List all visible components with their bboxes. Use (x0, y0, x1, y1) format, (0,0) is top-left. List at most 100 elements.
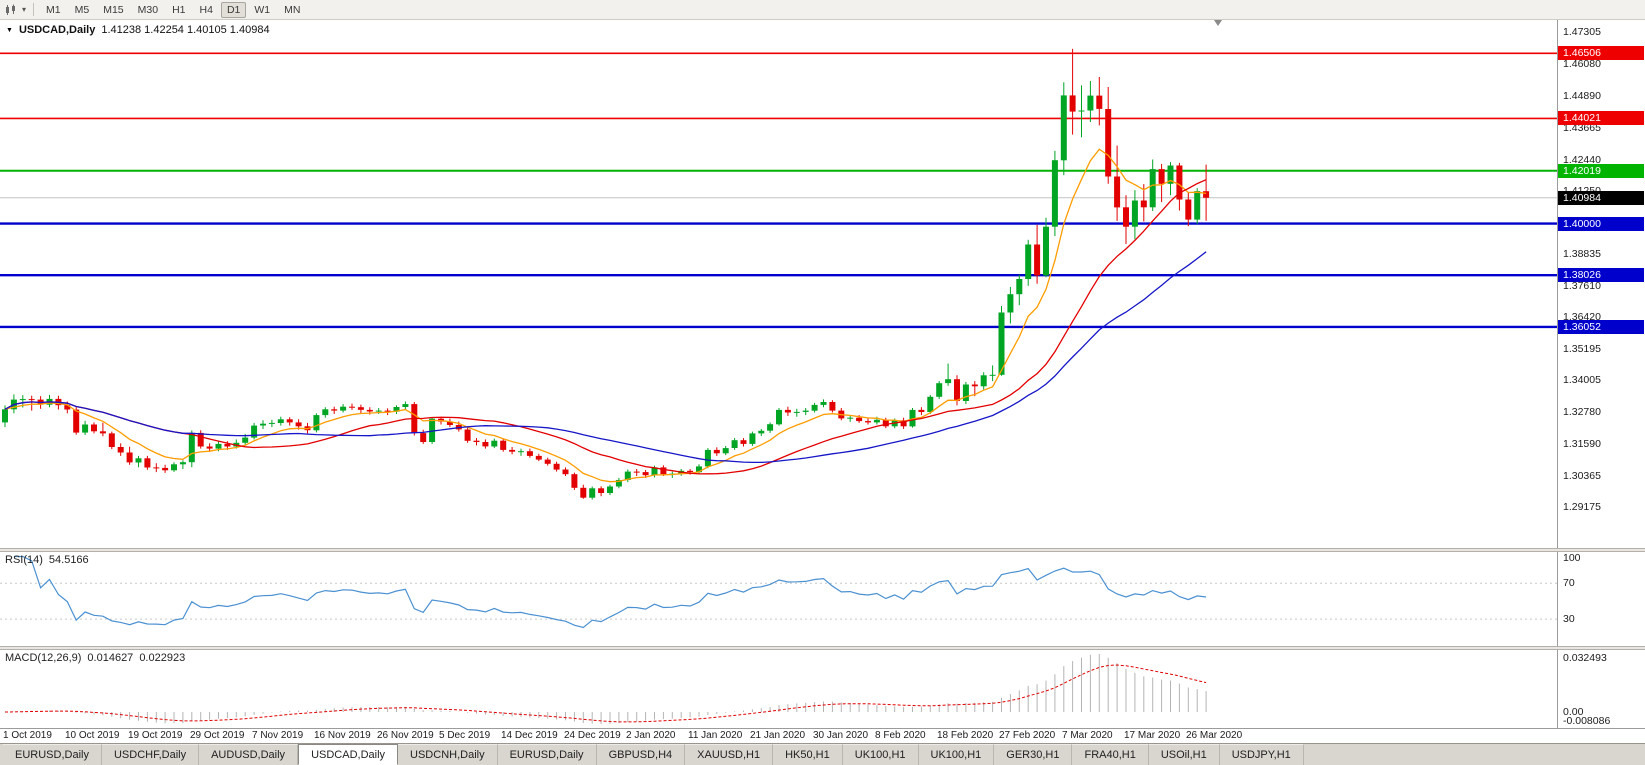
price-axis[interactable]: 1.473051.460801.448901.436651.424401.412… (1557, 20, 1644, 548)
panel-separator[interactable] (0, 548, 1645, 552)
chart-tabs-bar: EURUSD,Daily USDCHF,Daily AUDUSD,Daily U… (0, 743, 1645, 765)
ma-medium-line (4, 179, 1207, 475)
price-tick-label: 1.43665 (1563, 122, 1601, 134)
date-tick-label: 1 Oct 2019 (3, 730, 52, 741)
price-level-badge: 1.44021 (1558, 111, 1644, 125)
price-tick-label: 1.46080 (1563, 58, 1601, 70)
chart-tab[interactable]: AUDUSD,Daily (199, 744, 299, 765)
main-chart-panel: ▼ USDCAD,Daily 1.41238 1.42254 1.40105 1… (0, 20, 1645, 548)
date-tick-label: 26 Mar 2020 (1186, 730, 1243, 741)
rsi-line (13, 555, 1207, 629)
macd-tick-label: -0.008086 (1563, 715, 1611, 727)
main-chart-plot[interactable]: ▼ USDCAD,Daily 1.41238 1.42254 1.40105 1… (0, 20, 1557, 548)
rsi-canvas (0, 555, 1557, 629)
date-tick-label: 14 Dec 2019 (501, 730, 558, 741)
date-tick-label: 21 Jan 2020 (750, 730, 806, 741)
rsi-value: 54.5166 (48, 554, 89, 566)
timeframe-mn-button[interactable]: MN (278, 2, 306, 18)
panel-separator[interactable] (0, 646, 1645, 650)
chart-title: ▼ USDCAD,Daily 1.41238 1.42254 1.40105 1… (6, 24, 270, 36)
price-tick-label: 1.42440 (1563, 154, 1601, 166)
date-tick-label: 2 Jan 2020 (626, 730, 676, 741)
main-chart-canvas (0, 48, 1557, 500)
date-tick-label: 17 Mar 2020 (1124, 730, 1181, 741)
chart-type-caret-icon[interactable]: ▾ (22, 5, 27, 14)
price-tick-label: 1.44890 (1563, 90, 1601, 102)
rsi-plot[interactable]: RSI(14) 54.5166 (0, 552, 1557, 646)
time-axis[interactable]: 1 Oct 2019 10 Oct 2019 19 Oct 2019 29 Oct 2… (0, 728, 1645, 743)
rsi-label: RSI(14) 54.5166 (5, 554, 89, 566)
price-tick-label: 1.34005 (1563, 374, 1601, 386)
date-tick-label: 27 Feb 2020 (999, 730, 1056, 741)
price-level-badge: 1.40000 (1558, 217, 1644, 231)
chart-tab[interactable]: UK100,H1 (918, 744, 995, 765)
price-tick-label: 1.47305 (1563, 26, 1601, 38)
chart-tab[interactable]: USDCNH,Daily (398, 744, 498, 765)
timeframe-d1-button[interactable]: D1 (220, 1, 247, 18)
chart-ohlc-values: 1.41238 1.42254 1.40105 1.40984 (101, 24, 270, 36)
chart-tab[interactable]: UK100,H1 (842, 744, 919, 765)
macd-signal-line (4, 664, 1207, 723)
macd-tick-label: 0.00 (1563, 706, 1584, 718)
timeframe-w1-button[interactable]: W1 (248, 2, 276, 18)
date-tick-label: 18 Feb 2020 (937, 730, 994, 741)
rsi-tick-label: 100 (1563, 552, 1581, 564)
date-tick-label: 8 Feb 2020 (875, 730, 926, 741)
price-tick-label: 1.38835 (1563, 248, 1601, 260)
timeframe-m5-button[interactable]: M5 (69, 2, 96, 18)
title-arrow-icon: ▼ (6, 26, 13, 34)
macd-main-value: 0.014627 (87, 652, 134, 664)
chart-tab[interactable]: EURUSD,Daily (3, 744, 102, 765)
chart-tab[interactable]: USDJPY,H1 (1219, 744, 1304, 765)
chart-tab[interactable]: GBPUSD,H4 (596, 744, 686, 765)
chart-shift-marker[interactable] (1214, 20, 1222, 26)
macd-signal-value: 0.022923 (139, 652, 186, 664)
chart-tab[interactable]: HK50,H1 (773, 744, 843, 765)
date-tick-label: 19 Oct 2019 (128, 730, 183, 741)
toolbar-separator (33, 3, 35, 16)
macd-canvas (4, 654, 1207, 724)
rsi-panel: RSI(14) 54.5166 100 70 30 (0, 552, 1645, 646)
chart-tab[interactable]: EURUSD,Daily (497, 744, 597, 765)
timeframe-m15-button[interactable]: M15 (97, 2, 129, 18)
price-tick-label: 1.29175 (1563, 501, 1601, 513)
ma-fast-line (4, 148, 1207, 483)
chart-tab[interactable]: GER30,H1 (994, 744, 1073, 765)
candlestick-glyph (6, 4, 15, 15)
date-tick-label: 7 Nov 2019 (252, 730, 304, 741)
date-tick-label: 7 Mar 2020 (1062, 730, 1113, 741)
timeframe-m1-button[interactable]: M1 (40, 2, 67, 18)
macd-axis[interactable]: 0.032493 0.00 -0.008086 (1557, 650, 1644, 728)
chart-type-icon[interactable] (4, 4, 18, 16)
price-tick-label: 1.32780 (1563, 406, 1601, 418)
date-tick-label: 10 Oct 2019 (65, 730, 120, 741)
macd-label: MACD(12,26,9) 0.014627 0.022923 (5, 652, 185, 664)
date-tick-label: 16 Nov 2019 (314, 730, 371, 741)
date-tick-label: 5 Dec 2019 (439, 730, 491, 741)
timeframe-m30-button[interactable]: M30 (132, 2, 164, 18)
date-tick-label: 26 Nov 2019 (377, 730, 434, 741)
macd-plot[interactable]: MACD(12,26,9) 0.014627 0.022923 (0, 650, 1557, 728)
price-tick-label: 1.35195 (1563, 343, 1601, 355)
rsi-tick-label: 70 (1563, 577, 1575, 589)
macd-name: MACD(12,26,9) (5, 652, 82, 664)
chart-tab[interactable]: FRA40,H1 (1072, 744, 1149, 765)
rsi-name: RSI(14) (5, 554, 43, 566)
chart-tab[interactable]: USDCAD,Daily (298, 744, 399, 765)
rsi-axis[interactable]: 100 70 30 (1557, 552, 1644, 646)
macd-histogram (13, 654, 1207, 724)
chart-symbol-label: USDCAD,Daily (18, 24, 96, 36)
date-tick-label: 24 Dec 2019 (564, 730, 621, 741)
rsi-tick-label: 30 (1563, 613, 1575, 625)
timeframe-h4-button[interactable]: H4 (194, 2, 219, 18)
chart-tab[interactable]: USDCHF,Daily (101, 744, 200, 765)
price-tick-label: 1.37610 (1563, 280, 1601, 292)
bid-price-badge: 1.40984 (1558, 191, 1644, 205)
price-level-badge: 1.38026 (1558, 268, 1644, 282)
chart-tab[interactable]: XAUUSD,H1 (685, 744, 774, 765)
timeframe-h1-button[interactable]: H1 (166, 2, 191, 18)
price-level-badge: 1.42019 (1558, 164, 1644, 178)
price-tick-label: 1.31590 (1563, 438, 1601, 450)
chart-tab[interactable]: USOil,H1 (1148, 744, 1220, 765)
timeframe-toolbar: ▾ M1 M5 M15 M30 H1 H4 D1 W1 MN (0, 0, 1645, 20)
